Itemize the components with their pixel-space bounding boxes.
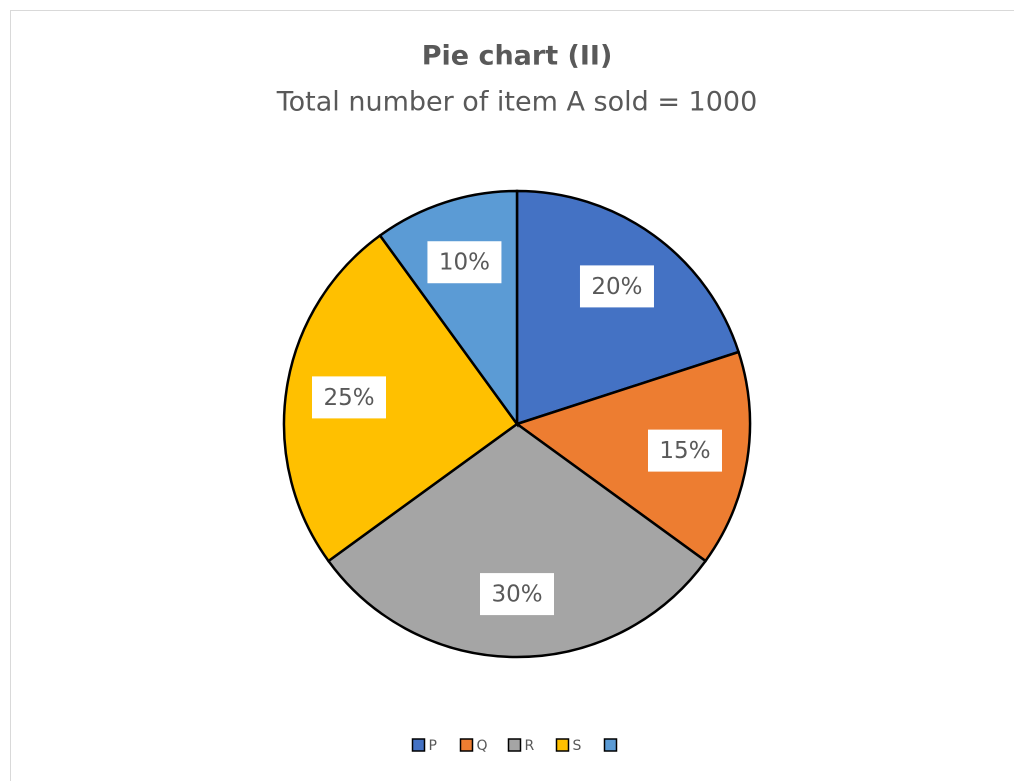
pie-slice <box>326 422 708 659</box>
pie-slice <box>515 189 741 426</box>
legend-label: Q <box>477 738 488 754</box>
legend-swatch <box>555 738 570 752</box>
data-label-box <box>312 376 387 419</box>
data-label-box <box>647 429 722 472</box>
pie-slice <box>514 350 752 563</box>
legend-label: S <box>573 738 582 754</box>
chart-subtitle: Total number of item A sold = 1000 <box>276 87 758 118</box>
legend-label: R <box>525 738 535 754</box>
data-label-text: 10% <box>439 250 490 276</box>
legend-swatch <box>459 738 474 752</box>
data-label-box <box>427 241 502 284</box>
data-label-box <box>480 573 554 616</box>
legend-swatch <box>603 738 618 752</box>
legend-swatch <box>411 738 426 752</box>
legend-swatch <box>507 738 522 752</box>
data-label: 30% <box>480 573 554 616</box>
data-label-box <box>579 265 654 308</box>
data-label-text: 20% <box>591 274 642 300</box>
data-label-text: 25% <box>323 385 374 411</box>
data-label: 10% <box>427 241 502 284</box>
pie-slice <box>282 233 519 563</box>
data-label: 15% <box>647 429 722 472</box>
legend-label: P <box>429 738 437 754</box>
chart-title: Pie chart (II) <box>422 41 613 72</box>
data-label-text: 15% <box>659 438 710 464</box>
data-label: 25% <box>312 376 387 419</box>
data-label-text: 30% <box>491 582 542 608</box>
data-label: 20% <box>579 265 654 308</box>
